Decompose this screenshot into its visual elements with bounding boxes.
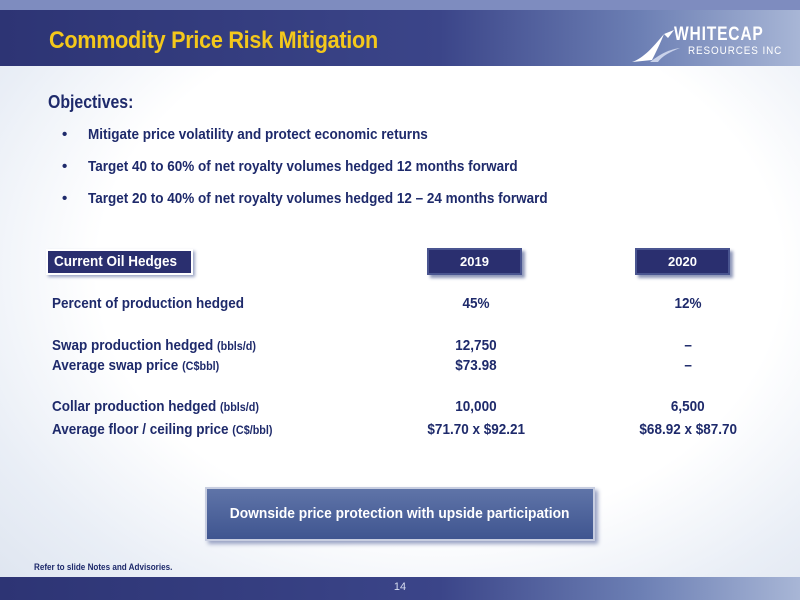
logo-word-resources: RESOURCES INC — [688, 45, 783, 57]
value-2020: – — [684, 337, 692, 354]
row-label: Average floor / ceiling price — [52, 421, 229, 438]
footer-bar: 14 — [0, 577, 800, 600]
value-2020: 12% — [674, 295, 702, 312]
callout-text: Downside price protection with upside pa… — [230, 505, 570, 522]
hedge-row-floor-ceiling: Average floor / ceiling price (C$/bbl) $… — [0, 421, 800, 442]
logo-word-whitecap: WHITECAP — [674, 24, 764, 45]
objective-item: • Target 40 to 60% of net royalty volumes… — [62, 158, 518, 175]
objectives-list: • Mitigate price volatility and protect e… — [62, 126, 599, 222]
row-unit: (bbls/d) — [217, 339, 257, 353]
value-2020: $68.92 x $87.70 — [639, 421, 737, 438]
value-2019: 45% — [462, 295, 490, 312]
bullet-icon: • — [62, 190, 68, 207]
header-bar: Commodity Price Risk Mitigation WHITECAP… — [0, 0, 800, 66]
row-label: Collar production hedged — [52, 398, 217, 415]
bullet-icon: • — [62, 158, 68, 175]
row-label: Average swap price — [52, 357, 179, 374]
value-2019: $73.98 — [455, 357, 497, 374]
row-label: Percent of production hedged — [52, 295, 245, 312]
year-header-2019: 2019 — [427, 248, 522, 275]
hedge-row-swap-price: Average swap price (C$bbl) $73.98 – — [0, 357, 800, 378]
hedge-row-swap-production: Swap production hedged (bbls/d) 12,750 – — [0, 337, 800, 358]
value-2020: – — [684, 357, 692, 374]
hedge-row-percent: Percent of production hedged 45% 12% — [0, 295, 800, 316]
value-2020: 6,500 — [671, 398, 705, 415]
objective-item: • Target 20 to 40% of net royalty volumes… — [62, 190, 548, 207]
bullet-icon: • — [62, 126, 68, 143]
row-unit: (C$bbl) — [182, 359, 220, 373]
callout-banner: Downside price protection with upside pa… — [205, 487, 595, 541]
slide-title: Commodity Price Risk Mitigation — [49, 27, 378, 54]
page-number: 14 — [393, 581, 407, 593]
current-oil-hedges-label: Current Oil Hedges — [46, 249, 193, 275]
objective-item: • Mitigate price volatility and protect e… — [62, 126, 428, 143]
value-2019: $71.70 x $92.21 — [427, 421, 525, 438]
objectives-heading: Objectives: — [48, 92, 134, 112]
year-header-2020: 2020 — [635, 248, 730, 275]
row-unit: (C$/bbl) — [232, 423, 273, 437]
footnote: Refer to slide Notes and Advisories. — [34, 562, 173, 572]
value-2019: 12,750 — [455, 337, 497, 354]
company-logo: WHITECAP RESOURCES INC — [630, 22, 795, 66]
row-label: Swap production hedged — [52, 337, 214, 354]
row-unit: (bbls/d) — [220, 400, 259, 414]
value-2019: 10,000 — [455, 398, 497, 415]
hedge-row-collar-production: Collar production hedged (bbls/d) 10,000… — [0, 398, 800, 419]
wave-logo-icon — [632, 30, 680, 62]
